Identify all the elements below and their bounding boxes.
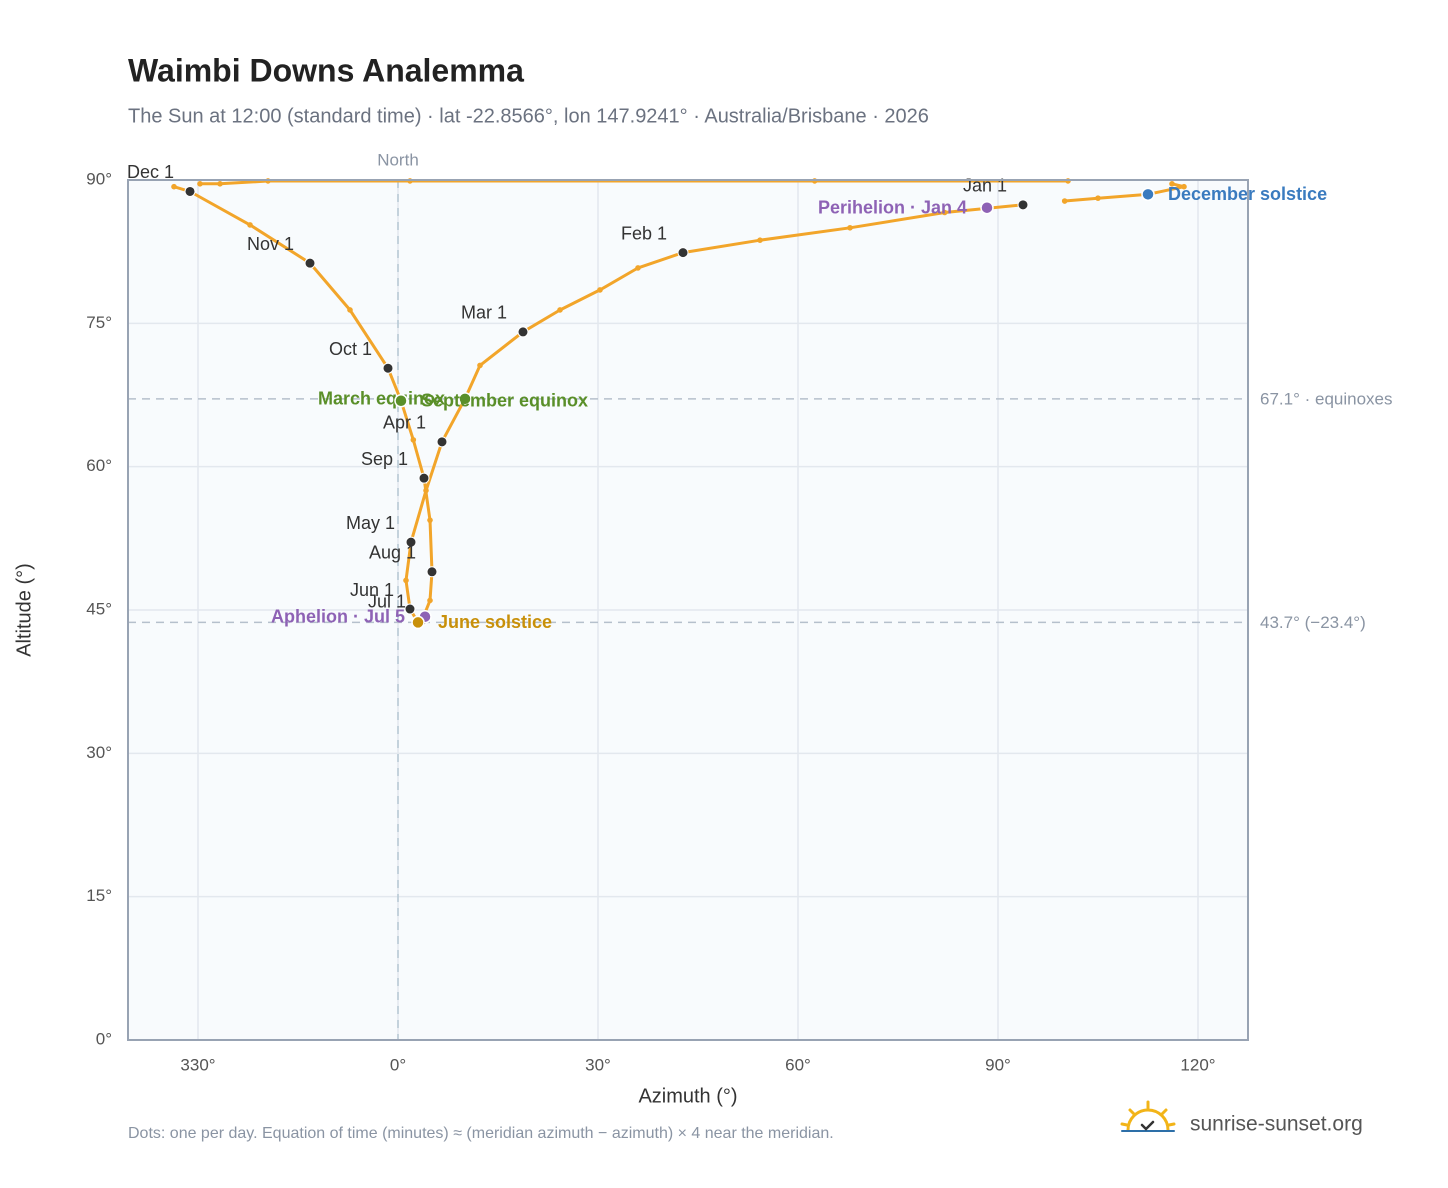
- day-dot: [423, 487, 429, 494]
- day-dot: [557, 307, 563, 313]
- month-marker: [404, 603, 416, 615]
- day-dot: [403, 577, 409, 584]
- month-marker: [1017, 199, 1029, 211]
- month-label: Dec 1: [127, 162, 174, 182]
- event-marker: [458, 392, 472, 406]
- day-dot: [1095, 195, 1101, 201]
- month-marker: [677, 247, 689, 259]
- day-dot: [597, 287, 603, 293]
- month-marker: [382, 362, 394, 374]
- x-tick-label: 330°: [180, 1055, 215, 1074]
- event-label: March equinox: [318, 389, 445, 409]
- month-marker: [405, 536, 417, 548]
- event-label: September equinox: [421, 390, 588, 410]
- month-marker: [184, 185, 196, 197]
- brand-logo: [1120, 1100, 1176, 1132]
- month-marker: [436, 436, 448, 448]
- month-label: Jun 1: [350, 580, 394, 600]
- day-dot: [197, 181, 203, 187]
- month-label: Nov 1: [247, 234, 294, 254]
- event-label: Aphelion · Jul 5: [271, 606, 405, 626]
- month-label: Jul 1: [368, 591, 406, 611]
- chart-subtitle: The Sun at 12:00 (standard time) · lat -…: [128, 105, 929, 127]
- day-dot: [427, 597, 433, 604]
- x-axis-label: Azimuth (°): [638, 1085, 737, 1107]
- month-marker: [418, 472, 430, 484]
- month-marker: [517, 326, 529, 338]
- day-dot: [427, 517, 433, 523]
- reference-label: 67.1° · equinoxes: [1260, 389, 1393, 408]
- y-axis-label: Altitude (°): [13, 563, 35, 657]
- day-dot: [217, 181, 223, 187]
- event-marker: [1141, 187, 1155, 202]
- day-dot: [1169, 181, 1175, 187]
- month-label: Sep 1: [361, 449, 408, 469]
- month-label: Apr 1: [383, 413, 426, 433]
- month-label: Mar 1: [461, 303, 507, 323]
- event-marker: [980, 200, 994, 215]
- month-label: Jan 1: [963, 176, 1007, 196]
- x-tick-label: 90°: [985, 1055, 1011, 1074]
- day-dot: [1061, 198, 1068, 204]
- footnote: Dots: one per day. Equation of time (min…: [128, 1125, 834, 1142]
- y-tick-label: 75°: [86, 313, 112, 332]
- y-tick-label: 15°: [86, 886, 112, 905]
- month-label: Feb 1: [621, 223, 667, 243]
- day-dot: [247, 222, 253, 228]
- brand-name: sunrise-sunset.org: [1190, 1113, 1363, 1136]
- y-tick-label: 45°: [86, 599, 112, 618]
- event-label: June solstice: [438, 612, 552, 632]
- month-marker: [304, 257, 316, 269]
- north-label: North: [377, 150, 419, 169]
- day-dot: [477, 362, 483, 369]
- day-dot: [941, 209, 948, 216]
- month-marker: [426, 566, 438, 578]
- month-label: May 1: [346, 513, 395, 533]
- day-dot: [1181, 183, 1187, 190]
- event-label: Perihelion · Jan 4: [818, 197, 967, 217]
- chart-title: Waimbi Downs Analemma: [128, 52, 524, 88]
- reference-label: 43.7° (−23.4°): [1260, 613, 1366, 632]
- x-tick-label: 0°: [390, 1055, 406, 1074]
- event-marker: [411, 615, 425, 630]
- x-tick-label: 120°: [1180, 1055, 1215, 1074]
- y-tick-label: 30°: [86, 743, 112, 762]
- y-tick-label: 0°: [96, 1029, 112, 1048]
- day-dot: [171, 183, 177, 190]
- day-dot: [410, 437, 417, 443]
- x-tick-label: 30°: [585, 1055, 611, 1074]
- y-tick-label: 60°: [86, 456, 112, 475]
- x-tick-label: 60°: [785, 1055, 811, 1074]
- event-marker: [394, 393, 408, 408]
- month-label: Aug 1: [369, 543, 416, 563]
- plot-border: [127, 179, 1249, 1041]
- day-dot: [757, 237, 763, 243]
- day-dot: [847, 224, 853, 231]
- y-tick-label: 90°: [86, 169, 112, 188]
- day-dot: [347, 307, 353, 313]
- month-label: Oct 1: [329, 339, 372, 359]
- day-dot: [635, 265, 641, 271]
